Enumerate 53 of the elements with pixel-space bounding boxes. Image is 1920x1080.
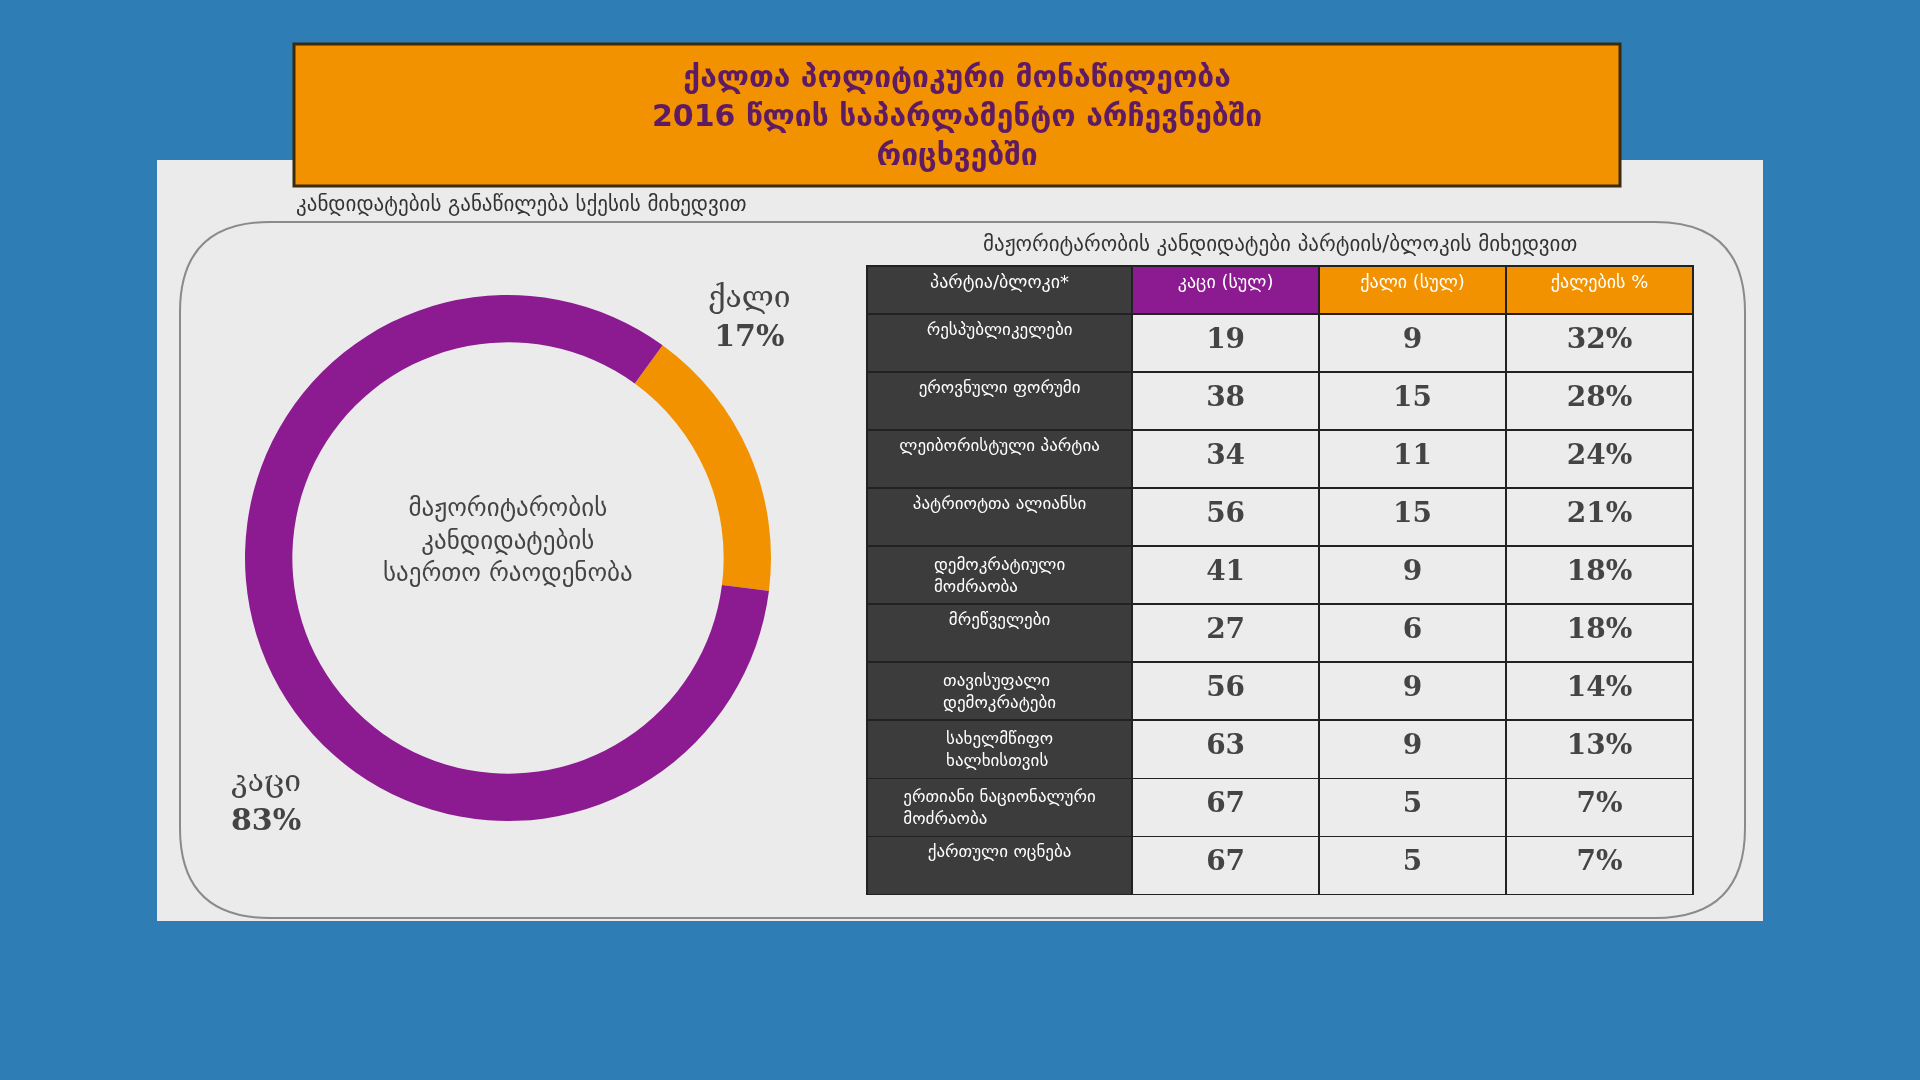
slice-label: ქალი [708, 279, 791, 314]
y-tick-label: რესპუბლიკელები [926, 318, 1073, 339]
data-label: 14% [1566, 670, 1633, 704]
y-tick-label: ლეიბორისტული პარტია [899, 434, 1100, 455]
data-label: 9 [1402, 554, 1423, 587]
chart-title: ქალთა პოლიტიკური მონაწილეობა 2016 წლის საპარლამენტო არჩევნებში რიცხვებში [652, 59, 1263, 172]
chart-subtitle: მაჟორიტარობის კანდიდატები პარტიის/ბლოკის მიხედვით [983, 232, 1578, 256]
data-label: 32% [1566, 322, 1633, 355]
data-label: 38 [1206, 380, 1246, 413]
data-label: 56 [1206, 670, 1246, 704]
data-label: 7% [1576, 786, 1623, 820]
y-tick-label: მრეწველები [948, 608, 1051, 629]
data-label: 5 [1402, 844, 1423, 878]
data-label: 18% [1566, 612, 1633, 646]
data-label: 41 [1206, 554, 1246, 587]
x-tick-label: ქალების % [1550, 270, 1649, 292]
data-label: 19 [1206, 322, 1246, 355]
y-tick-label: ქართული ოცნება [927, 841, 1072, 862]
data-label: 9 [1402, 670, 1423, 704]
data-label: 18% [1566, 554, 1633, 587]
data-label: 83% [231, 802, 302, 837]
x-tick-label: ქალი (სულ) [1360, 270, 1465, 292]
data-label: 9 [1402, 728, 1423, 762]
y-axis-title: პარტია/ბლოკი* [930, 270, 1070, 292]
y-tick-label: ეროვნული ფორუმი [918, 376, 1081, 397]
data-label: 15 [1393, 380, 1433, 413]
data-label: 27 [1206, 612, 1246, 646]
y-tick-label: ერთიანი ნაციონალური მოძრაობა [903, 786, 1096, 829]
data-label: 9 [1402, 322, 1423, 355]
data-label: 67 [1206, 786, 1246, 820]
data-label: 15 [1393, 496, 1433, 529]
data-label: 67 [1206, 844, 1246, 878]
text: მაჟორიტარობის კანდიდატების საერთო რაოდენობა [383, 493, 633, 587]
data-label: 7% [1576, 844, 1623, 878]
y-tick-label: დემოკრატიული მოძრაობა [933, 554, 1066, 597]
data-label: 6 [1402, 612, 1423, 646]
data-label: 56 [1206, 496, 1246, 529]
donut-slice [634, 345, 771, 591]
data-label: 21% [1566, 496, 1633, 529]
x-tick-label: კაცი (სულ) [1177, 270, 1274, 292]
chart-title: კანდიდატების განაწილება სქესის მიხედვით [296, 192, 747, 216]
data-label: 63 [1206, 728, 1246, 762]
y-tick-label: თავისუფალი დემოკრატები [943, 670, 1057, 713]
data-label: 13% [1566, 728, 1633, 762]
y-tick-label: პატრიოტთა ალიანსი [912, 492, 1087, 513]
data-label: 28% [1566, 380, 1633, 413]
data-label: 5 [1402, 786, 1423, 820]
data-label: 11 [1393, 438, 1433, 471]
y-tick-label: სახელმწიფო ხალხისთვის [946, 728, 1054, 771]
data-label: 24% [1566, 438, 1633, 471]
data-label: 34 [1206, 438, 1246, 471]
slice-label: კაცი [231, 763, 301, 798]
data-label: 17% [714, 318, 785, 353]
